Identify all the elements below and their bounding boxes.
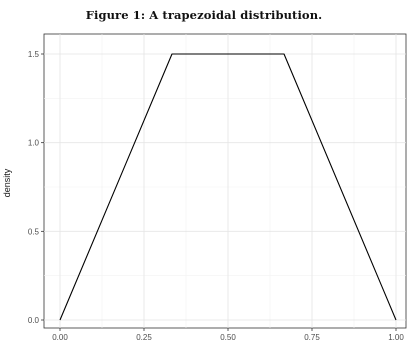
x-tick-label: 1.00	[388, 333, 404, 342]
density-line	[59, 53, 397, 321]
figure-caption: Figure 1: A trapezoidal distribution.	[85, 8, 323, 22]
y-tick-label: 1.0	[28, 139, 40, 148]
y-tick-label: 0.0	[28, 316, 40, 325]
y-tick-label: 0.5	[28, 227, 40, 236]
x-tick-label: 0.25	[136, 333, 152, 342]
y-tick-label: 1.5	[28, 50, 40, 59]
x-tick-label: 0.75	[304, 333, 320, 342]
tick-labels: 0.00 0.25 0.50 0.75 1.00 0.0 0.5 1.0 1.5	[28, 50, 404, 342]
grid-lines	[44, 34, 406, 328]
y-axis-title: density	[2, 168, 12, 197]
plot-panel-border	[43, 33, 407, 329]
axis-ticks	[41, 53, 397, 331]
x-tick-label: 0.00	[52, 333, 68, 342]
series-layer	[59, 53, 397, 321]
x-tick-label: 0.50	[220, 333, 236, 342]
